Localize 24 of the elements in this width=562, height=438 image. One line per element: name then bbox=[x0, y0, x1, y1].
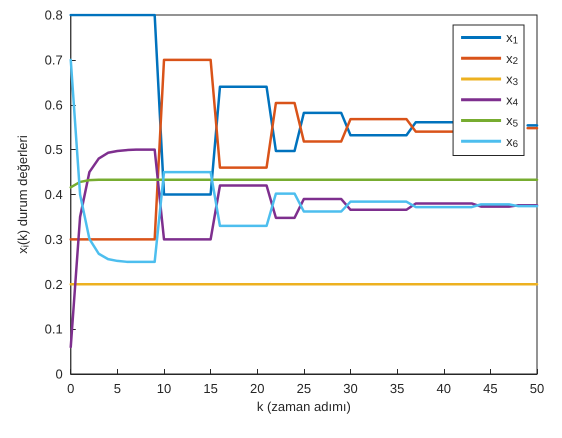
y-tick-label: 0 bbox=[56, 366, 63, 382]
x-tick-label: 35 bbox=[390, 381, 404, 396]
y-tick-label: 0.5 bbox=[44, 142, 63, 158]
y-axis-title: xi(k) durum değerleri bbox=[15, 135, 32, 254]
y-tick-label: 0.2 bbox=[44, 276, 63, 292]
y-tick-label: 0.1 bbox=[44, 322, 63, 337]
y-tick-label: 0.4 bbox=[44, 187, 63, 202]
x-tick-label: 15 bbox=[203, 381, 218, 396]
y-tick-label: 0.6 bbox=[44, 97, 63, 112]
x-tick-label: 45 bbox=[483, 381, 498, 396]
x-tick-label: 25 bbox=[296, 381, 312, 396]
x-tick-label: 0 bbox=[67, 381, 74, 396]
x-tick-label: 5 bbox=[114, 381, 121, 396]
x-tick-label: 40 bbox=[436, 381, 451, 396]
y-tick-label: 0.7 bbox=[44, 52, 63, 68]
x-tick-label: 30 bbox=[343, 381, 358, 396]
y-tick-label: 0.8 bbox=[44, 8, 63, 22]
x-tick-label: 50 bbox=[530, 381, 544, 396]
line-series bbox=[70, 148, 538, 348]
x-tick-label: 10 bbox=[156, 381, 172, 396]
line-series bbox=[70, 178, 538, 189]
y-tick-label: 0.3 bbox=[44, 232, 63, 247]
x-tick-label: 20 bbox=[250, 381, 264, 396]
x-axis-title: k (zaman adımı) bbox=[256, 399, 351, 414]
